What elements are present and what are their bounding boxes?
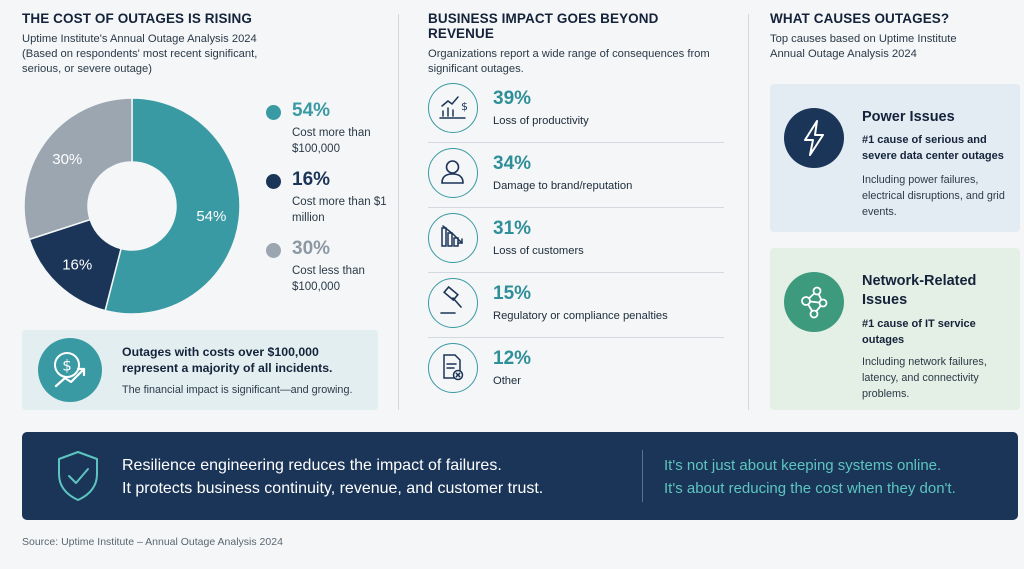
impact-pct: 39% xyxy=(493,88,532,109)
column-divider-2 xyxy=(748,14,749,410)
svg-text:$: $ xyxy=(62,357,72,375)
banner-left-line-1: Resilience engineering reduces the impac… xyxy=(122,457,502,474)
impact-list: $ 39% Loss of productivity 34% Damage to… xyxy=(428,78,724,403)
donut-label-0: 54% xyxy=(196,208,226,225)
impact-label: Other xyxy=(493,375,521,387)
legend-pct-0: 54% xyxy=(292,100,331,121)
causes-panel-subtitle: Top causes based on Uptime Institute Ann… xyxy=(770,33,957,60)
shield-check-icon xyxy=(52,448,104,504)
impact-panel-subtitle: Organizations report a wide range of con… xyxy=(428,48,710,75)
impact-label: Loss of customers xyxy=(493,245,584,257)
cause-title: Network-Related Issues xyxy=(862,273,977,308)
cause-summary: #1 cause of serious and severe data cent… xyxy=(862,134,1004,162)
donut-slice-0 xyxy=(104,97,241,315)
impact-label: Regulatory or compliance penalties xyxy=(493,310,668,322)
list-item: 12% Other xyxy=(428,338,724,403)
impact-panel-title: BUSINESS IMPACT GOES BEYOND REVENUE xyxy=(428,11,659,41)
impact-label: Loss of productivity xyxy=(493,115,589,127)
donut-svg: 54% 16% 30% xyxy=(23,97,241,315)
legend-pct-1: 16% xyxy=(292,169,331,190)
legend-dot-1 xyxy=(266,174,281,189)
resilience-banner: Resilience engineering reduces the impac… xyxy=(22,432,1018,520)
cause-detail: Including network failures, latency, and… xyxy=(862,356,987,400)
lightning-icon xyxy=(784,108,844,168)
donut-label-1: 16% xyxy=(62,256,92,273)
impact-label: Damage to brand/reputation xyxy=(493,180,633,192)
legend-dot-2 xyxy=(266,243,281,258)
gavel-icon xyxy=(428,278,478,328)
declining-bars-icon xyxy=(428,213,478,263)
list-item: 34% Damage to brand/reputation xyxy=(428,143,724,208)
legend-item-2: 30% Cost less than $100,000 xyxy=(266,238,406,295)
list-item: $ 39% Loss of productivity xyxy=(428,78,724,143)
cost-panel: THE COST OF OUTAGES IS RISING Uptime Ins… xyxy=(22,0,387,410)
donut-slice-2 xyxy=(23,97,133,241)
banner-right-text: It's not just about keeping systems onli… xyxy=(664,454,1014,500)
banner-right-line-2: It's about reducing the cost when they d… xyxy=(664,480,956,497)
subtitle-line-2: (Based on respondents' most recent signi… xyxy=(22,48,258,75)
banner-right-line-1: It's not just about keeping systems onli… xyxy=(664,457,942,474)
column-divider-1 xyxy=(398,14,399,410)
cost-callout: $ Outages with costs over $100,000 repre… xyxy=(22,330,378,410)
donut-chart: 54% 16% 30% xyxy=(22,96,242,316)
legend-item-1: 16% Cost more than $1 million xyxy=(266,169,406,226)
document-x-icon xyxy=(428,343,478,393)
donut-legend: 54% Cost more than $100,000 16% Cost mor… xyxy=(266,100,406,307)
impact-pct: 12% xyxy=(493,348,532,369)
banner-left-line-2: It protects business continuity, revenue… xyxy=(122,480,544,497)
network-nodes-icon xyxy=(784,272,844,332)
cause-card-network: Network-Related Issues #1 cause of IT se… xyxy=(770,248,1020,410)
cost-panel-subtitle: Uptime Institute's Annual Outage Analysi… xyxy=(22,32,382,77)
impact-panel: BUSINESS IMPACT GOES BEYOND REVENUE Orga… xyxy=(428,0,728,393)
dollar-growth-icon: $ xyxy=(38,338,102,402)
impact-pct: 34% xyxy=(493,153,532,174)
callout-headline: Outages with costs over $100,000 represe… xyxy=(122,345,333,375)
banner-divider xyxy=(642,450,643,502)
impact-pct: 15% xyxy=(493,283,532,304)
list-item: 31% Loss of customers xyxy=(428,208,724,273)
legend-desc-2: Cost less than $100,000 xyxy=(292,265,365,293)
causes-panel: WHAT CAUSES OUTAGES? Top causes based on… xyxy=(770,0,1020,410)
causes-panel-title: WHAT CAUSES OUTAGES? xyxy=(770,11,950,26)
legend-desc-1: Cost more than $1 million xyxy=(292,196,387,224)
impact-pct: 31% xyxy=(493,218,532,239)
subtitle-line-1: Uptime Institute's Annual Outage Analysi… xyxy=(22,33,257,45)
legend-dot-0 xyxy=(266,105,281,120)
svg-text:$: $ xyxy=(461,100,468,113)
legend-item-0: 54% Cost more than $100,000 xyxy=(266,100,406,157)
cause-detail: Including power failures, electrical dis… xyxy=(862,174,1005,218)
cost-panel-title: THE COST OF OUTAGES IS RISING xyxy=(22,11,252,26)
person-icon xyxy=(428,148,478,198)
callout-note: The financial impact is significant—and … xyxy=(122,384,353,396)
source-note: Source: Uptime Institute – Annual Outage… xyxy=(22,536,283,548)
list-item: 15% Regulatory or compliance penalties xyxy=(428,273,724,338)
productivity-chart-icon: $ xyxy=(428,83,478,133)
cause-summary: #1 cause of IT service outages xyxy=(862,318,976,346)
banner-left-text: Resilience engineering reduces the impac… xyxy=(122,454,642,500)
donut-label-2: 30% xyxy=(52,151,82,168)
cause-card-power: Power Issues #1 cause of serious and sev… xyxy=(770,84,1020,232)
cause-title: Power Issues xyxy=(862,109,955,125)
legend-pct-2: 30% xyxy=(292,238,331,259)
legend-desc-0: Cost more than $100,000 xyxy=(292,127,371,155)
